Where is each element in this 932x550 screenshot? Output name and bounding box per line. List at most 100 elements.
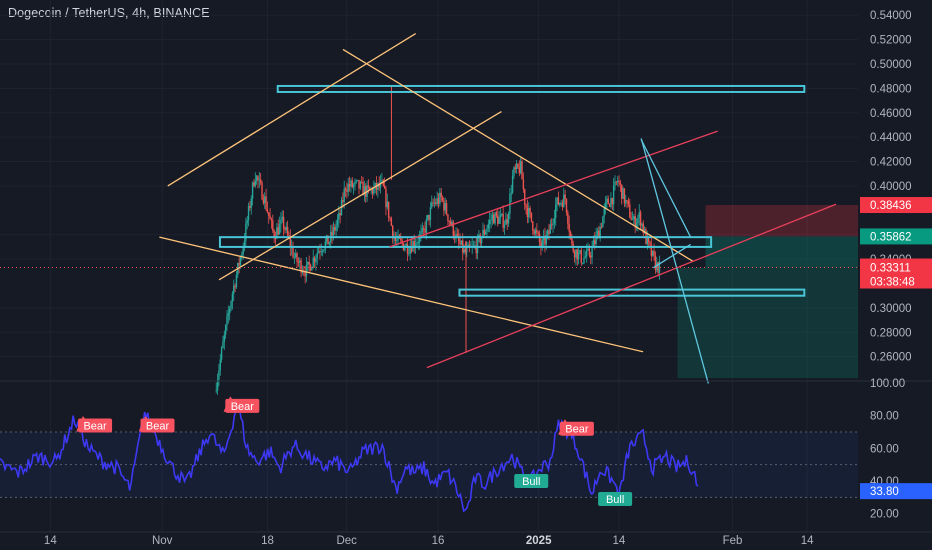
candle-body — [371, 188, 374, 194]
candle-body — [317, 251, 320, 254]
current-price-tag-bg — [860, 258, 932, 289]
candle-body — [529, 208, 531, 213]
candle-body — [346, 190, 348, 192]
candle-body — [522, 179, 525, 190]
signal-label: Bull — [606, 494, 624, 506]
candle-body — [502, 213, 504, 228]
candle-body — [575, 249, 577, 258]
candle-body — [328, 242, 331, 245]
candle-body — [448, 220, 450, 222]
candle-body — [405, 243, 407, 248]
candle-body — [653, 250, 655, 256]
candle-body — [394, 238, 397, 241]
candle-body — [242, 247, 244, 255]
candle-body — [614, 181, 616, 186]
candle-body — [564, 194, 566, 200]
candle-body — [658, 261, 661, 273]
candle-body — [265, 196, 267, 210]
candle-body — [239, 257, 242, 266]
candle-body — [331, 231, 333, 236]
candle-body — [282, 216, 285, 229]
candle-body — [484, 231, 487, 235]
candle-body — [251, 182, 254, 199]
candle-body — [404, 247, 406, 251]
candle-body — [592, 240, 595, 247]
candle-body — [262, 199, 265, 204]
rsi-tick-label: 20.00 — [870, 509, 899, 521]
candle-body — [612, 185, 615, 205]
candle-body — [356, 179, 359, 181]
candle-body — [584, 256, 587, 258]
candle-body — [278, 224, 281, 235]
candle-body — [595, 234, 597, 245]
candle-body — [297, 262, 300, 263]
entry-zone — [705, 236, 858, 268]
candle-body — [639, 212, 642, 226]
time-tick-label: 14 — [612, 535, 625, 547]
candle-body — [400, 238, 402, 241]
candle-body — [436, 198, 438, 204]
candle-body — [300, 260, 302, 273]
price-tick-label: 0.54000 — [870, 10, 912, 22]
candle-body — [501, 213, 503, 216]
price-tick-label: 0.28000 — [870, 327, 912, 339]
candle-body — [494, 212, 496, 224]
time-tick-label: 2025 — [526, 535, 552, 547]
candle-body — [637, 218, 639, 224]
current-price-tag: 0.33311 03:38:48 — [860, 258, 932, 289]
candle-body — [396, 240, 398, 241]
candle-body — [296, 253, 298, 263]
price-tick-label: 0.40000 — [870, 181, 912, 193]
candle-body — [556, 197, 558, 205]
candle-body — [585, 249, 588, 257]
rsi-line — [0, 402, 699, 513]
candle-body — [292, 247, 294, 258]
candle-body — [596, 230, 599, 235]
candle-body — [424, 228, 426, 233]
candle-body — [532, 221, 534, 231]
candle-body — [483, 229, 486, 235]
candle-body — [410, 247, 413, 252]
candle-body — [406, 243, 409, 254]
rsi-current-label: 33.80 — [870, 486, 899, 498]
candle-body — [413, 241, 415, 247]
candle-body — [581, 263, 584, 264]
candle-body — [276, 227, 278, 239]
candle-body — [269, 215, 271, 220]
candle-body — [369, 187, 371, 190]
candle-body — [332, 227, 335, 236]
candle-body — [342, 199, 344, 202]
candle-body — [615, 181, 618, 183]
candle-body — [638, 212, 640, 219]
candle-body — [339, 213, 341, 216]
candle-body — [618, 180, 620, 183]
candle-body — [524, 189, 526, 205]
candle-body — [435, 202, 437, 204]
candle-body — [519, 161, 522, 174]
candle-body — [498, 217, 500, 224]
candle-body — [491, 214, 494, 220]
signal-label: Bear — [565, 424, 589, 436]
candle-body — [530, 212, 533, 222]
candle-body — [250, 198, 252, 208]
candle-body — [486, 228, 488, 232]
candle-body — [335, 225, 337, 231]
candle-body — [238, 262, 240, 266]
candle-body — [451, 221, 453, 225]
candle-body — [367, 185, 370, 188]
rsi-tag-bg — [860, 483, 932, 500]
signal-label: Bear — [83, 420, 107, 432]
candle-body — [623, 188, 626, 204]
candle-body — [285, 227, 287, 231]
price-tag: 0.35862 — [860, 228, 932, 245]
candle-body — [493, 214, 495, 224]
candle-body — [325, 235, 328, 242]
candle-body — [460, 240, 463, 245]
candle-body — [521, 161, 523, 180]
candle-body — [378, 183, 380, 188]
candle-body — [334, 227, 336, 231]
candle-body — [390, 218, 393, 226]
signal-label-bg — [140, 418, 175, 433]
candle-body — [443, 200, 445, 211]
